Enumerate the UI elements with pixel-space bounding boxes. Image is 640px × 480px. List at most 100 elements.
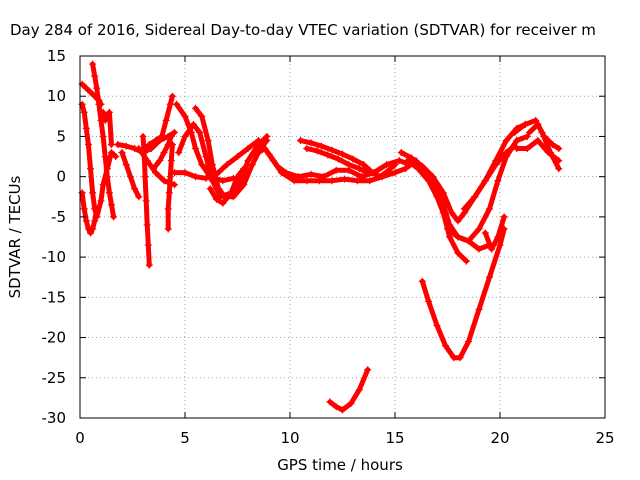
data-point-marker — [412, 161, 420, 169]
data-point-marker — [89, 60, 97, 68]
x-tick-label: 20 — [490, 429, 509, 447]
data-point-marker — [122, 161, 130, 169]
data-point-marker — [244, 157, 252, 165]
data-point-marker — [168, 140, 176, 148]
data-point-marker — [290, 177, 298, 185]
data-point-marker — [492, 161, 500, 169]
data-point-marker — [135, 145, 143, 153]
data-point-marker — [294, 173, 302, 181]
data-point-marker — [103, 112, 111, 120]
y-tick-label: -25 — [42, 369, 67, 387]
data-point-marker — [189, 120, 197, 128]
data-point-marker — [114, 140, 122, 148]
data-point-marker — [523, 145, 531, 153]
data-point-marker — [282, 169, 290, 177]
data-point-marker — [219, 177, 227, 185]
series-sat-21 — [303, 145, 372, 177]
data-point-marker — [171, 181, 178, 189]
data-point-marker — [144, 241, 152, 249]
data-point-marker — [142, 197, 150, 205]
data-point-marker — [204, 136, 212, 144]
data-point-marker — [105, 108, 113, 116]
y-tick-label: 0 — [56, 168, 66, 186]
data-point-marker — [395, 157, 403, 165]
data-point-marker — [145, 140, 153, 148]
data-point-marker — [456, 354, 464, 362]
data-point-marker — [383, 161, 391, 169]
data-point-marker — [494, 177, 502, 185]
data-point-marker — [131, 185, 139, 193]
data-point-marker — [355, 386, 363, 394]
series-trace — [405, 158, 469, 264]
data-point-marker — [521, 120, 529, 128]
data-point-marker — [404, 157, 412, 165]
data-point-marker — [171, 169, 178, 177]
data-point-marker — [532, 116, 540, 124]
data-point-marker — [168, 92, 176, 100]
plot-frame — [79, 55, 606, 419]
series-sat-27 — [460, 142, 519, 213]
data-point-marker — [441, 342, 449, 350]
data-point-marker — [89, 225, 97, 233]
data-point-marker — [481, 229, 489, 237]
y-tick-label: -30 — [42, 409, 67, 427]
data-point-marker — [355, 165, 363, 173]
data-point-marker — [297, 136, 304, 144]
data-point-marker — [544, 149, 552, 157]
data-point-marker — [320, 173, 328, 181]
data-point-marker — [82, 124, 90, 132]
data-point-marker — [481, 177, 489, 185]
data-point-marker — [255, 149, 262, 157]
data-point-marker — [160, 149, 168, 157]
data-point-marker — [91, 72, 99, 80]
data-point-marker — [91, 217, 99, 225]
x-tick-label: 0 — [75, 429, 85, 447]
chart-title: Day 284 of 2016, Sidereal Day-to-day VTE… — [10, 21, 596, 39]
data-point-marker — [523, 132, 531, 140]
data-point-marker — [112, 153, 120, 161]
data-point-marker — [167, 132, 175, 140]
data-point-marker — [181, 112, 189, 120]
series-sat-32 — [418, 225, 508, 362]
series-sat-05 — [99, 108, 115, 148]
data-point-marker — [460, 205, 468, 213]
data-point-marker — [313, 147, 321, 155]
y-tick-label: -15 — [42, 288, 67, 306]
data-point-marker — [141, 173, 149, 181]
data-point-marker — [488, 245, 496, 253]
series-trace — [445, 133, 530, 244]
series-sat-03 — [78, 189, 101, 237]
data-point-marker — [265, 150, 273, 158]
data-point-marker — [101, 153, 109, 161]
data-point-marker — [339, 406, 346, 414]
data-point-marker — [349, 155, 357, 163]
data-point-marker — [167, 157, 175, 165]
data-point-marker — [475, 225, 483, 233]
data-point-marker — [307, 170, 315, 178]
y-axis-label: SDTVAR / TECUs — [6, 175, 24, 298]
data-point-marker — [181, 132, 189, 140]
data-point-marker — [93, 84, 101, 92]
series-sat-12 — [135, 145, 178, 189]
data-point-marker — [213, 195, 220, 203]
axis-ticks: 0 5 10 15 20 25 -30 -25 -20 -15 -10 -5 0 5 10 15 — [42, 47, 615, 447]
x-tick-label: 5 — [180, 429, 190, 447]
data-point-marker — [89, 189, 97, 197]
data-point-marker — [192, 104, 199, 112]
data-point-marker — [402, 165, 409, 173]
data-point-marker — [454, 217, 462, 225]
data-point-marker — [397, 149, 405, 157]
data-point-marker — [192, 173, 199, 181]
data-point-marker — [475, 245, 483, 253]
data-point-marker — [368, 169, 376, 177]
data-point-marker — [82, 217, 90, 225]
data-point-marker — [376, 173, 384, 181]
data-point-marker — [385, 166, 393, 174]
data-point-marker — [496, 241, 504, 249]
data-point-marker — [444, 225, 451, 233]
data-point-marker — [465, 338, 472, 346]
data-point-marker — [318, 142, 325, 150]
data-point-marker — [303, 177, 311, 185]
data-point-marker — [99, 181, 107, 189]
